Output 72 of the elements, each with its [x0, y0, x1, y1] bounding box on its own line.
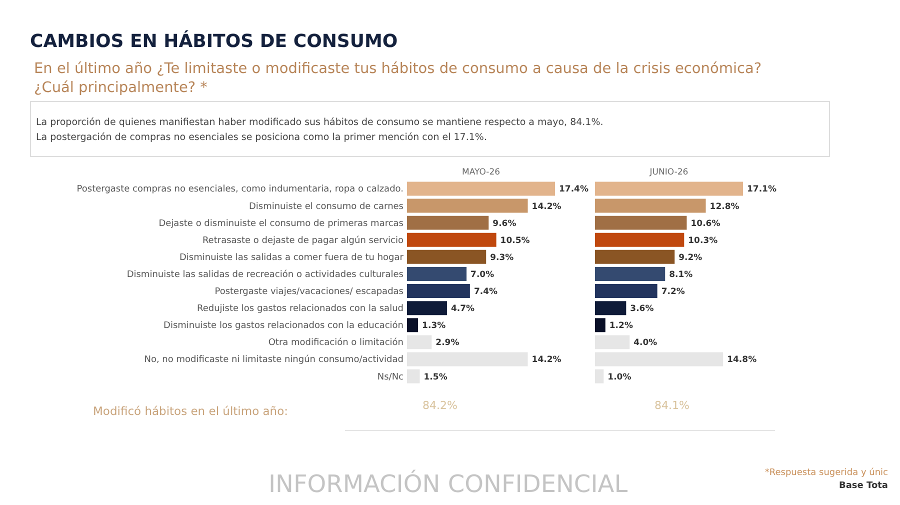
- bar: [407, 284, 470, 298]
- bar: [595, 182, 743, 196]
- data-label: 7.4%: [474, 287, 498, 298]
- y-tick-label: Postergaste compras no esenciales, como indumentaria, ropa o calzado.: [76, 184, 404, 195]
- bar: [595, 198, 706, 213]
- data-label: 10.3%: [688, 236, 718, 246]
- y-tick-label: Disminuiste las salidas de recreación o actividades culturales: [126, 268, 404, 280]
- text: INFORMACIÓN CONFIDENCIAL: [268, 470, 628, 498]
- bar: [595, 335, 630, 350]
- y-tick-label: Retrasaste o dejaste de pagar algún servicio: [202, 234, 404, 246]
- data-label: 14.8%: [727, 355, 758, 366]
- data-label: 2.9%: [436, 338, 460, 348]
- bar: [407, 352, 528, 366]
- bar: [407, 369, 420, 384]
- bar: [407, 232, 496, 247]
- data-label: 14.2%: [532, 355, 562, 366]
- bar: [407, 301, 447, 316]
- series-label: MAYO-26: [462, 168, 500, 178]
- y-tick-label: Otra modificación o limitación: [268, 337, 404, 348]
- y-tick-label: Redujiste los gastos relacionados con la salud: [197, 304, 404, 314]
- bar: [595, 352, 724, 366]
- data-label: 8.1%: [669, 270, 694, 280]
- bar: [407, 182, 555, 196]
- bar: [407, 198, 528, 213]
- bar: [595, 232, 684, 247]
- bar: [407, 216, 489, 230]
- y-tick-label: Disminuiste el consumo de carnes: [248, 202, 404, 212]
- bar: [407, 335, 432, 350]
- bar: [595, 369, 604, 384]
- data-label: 17.1%: [747, 184, 777, 195]
- bar: [595, 266, 666, 281]
- bar: [407, 250, 486, 264]
- data-label: 3.6%: [630, 304, 654, 314]
- data-label: 1.2%: [609, 321, 634, 332]
- text: *Respuesta sugerida y únic: [764, 468, 888, 478]
- y-tick-label: Disminuiste las salidas a comer fuera de tu hogar: [180, 252, 404, 263]
- data-label: 17.4%: [559, 184, 589, 195]
- data-label: 10.6%: [690, 218, 721, 229]
- bar: [595, 318, 606, 332]
- y-tick-label: Dejaste o disminuiste el consumo de primeras marcas: [158, 218, 404, 229]
- bar: [595, 301, 626, 316]
- text: La proporción de quienes manifiestan haber modificado sus hábitos de consumo se mantiene respecto a mayo, 84.1%.: [36, 117, 604, 128]
- bar: [407, 318, 418, 332]
- text: La postergación de compras no esenciales se posiciona como la primer mención con el 17.1%.: [36, 132, 487, 143]
- bar: [595, 216, 687, 230]
- text: 84.1%: [654, 399, 690, 412]
- y-tick-label: Ns/Nc: [377, 372, 404, 382]
- text: Base Tota: [838, 481, 888, 491]
- data-label: 9.6%: [492, 218, 517, 229]
- y-tick-label: Disminuiste los gastos relacionados con la educación: [164, 320, 404, 332]
- data-label: 14.2%: [532, 202, 562, 212]
- chart-subtitle: En el último año ¿Te limitaste o modificaste tus hábitos de consumo a causa de la crisis económica? ¿Cuál principalmente? *: [34, 60, 763, 98]
- y-tick-label: No, no modificaste ni limitaste ningún consumo/actividad: [144, 354, 404, 366]
- series-label: JUNIO-26: [648, 168, 688, 178]
- data-label: 4.0%: [634, 338, 658, 348]
- text: CAMBIOS EN HÁBITOS DE CONSUMO: [30, 31, 398, 52]
- text: 84.2%: [422, 399, 458, 412]
- data-label: 9.2%: [678, 252, 703, 263]
- data-label: 12.8%: [710, 202, 740, 212]
- data-label: 1.3%: [422, 321, 446, 332]
- y-tick-label: Postergaste viajes/vacaciones/ escapadas: [214, 287, 404, 298]
- bar: [595, 284, 658, 298]
- data-label: 9.3%: [490, 252, 514, 263]
- data-label: 7.0%: [470, 270, 495, 280]
- data-label: 1.5%: [424, 372, 448, 382]
- bar: [407, 266, 467, 281]
- text: Modificó hábitos en el último año:: [93, 404, 288, 418]
- data-label: 7.2%: [661, 287, 686, 298]
- bar: [595, 250, 675, 264]
- data-label: 1.0%: [608, 372, 632, 382]
- data-label: 4.7%: [450, 304, 476, 314]
- data-label: 10.5%: [500, 236, 530, 246]
